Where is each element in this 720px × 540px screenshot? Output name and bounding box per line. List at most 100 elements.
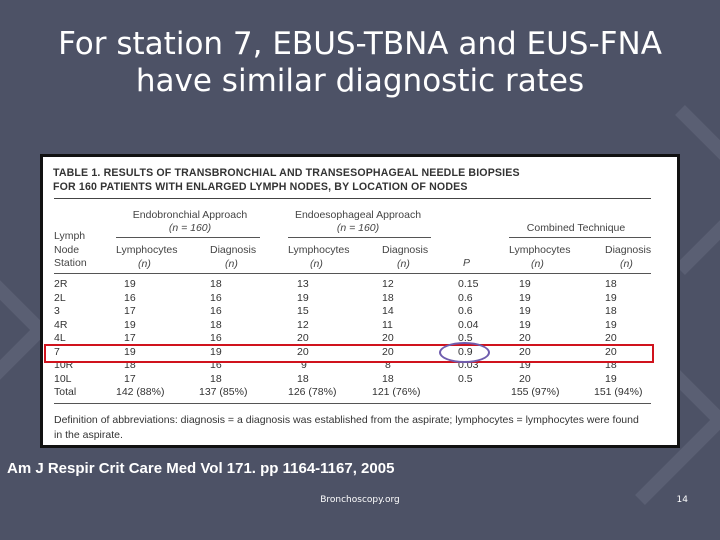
table-footnote-line-2: in the aspirate. bbox=[54, 429, 123, 441]
group-endobronchial-title: Endobronchial Approach bbox=[132, 209, 248, 221]
cell-eb-lymphocytes: 19 bbox=[124, 345, 136, 358]
background-chevron bbox=[0, 280, 50, 380]
cell-eb-diagnosis: 137 (85%) bbox=[199, 386, 248, 398]
header-ee-lymphocytes-label: Lymphocytes bbox=[288, 244, 350, 256]
cell-p-value: 0.5 bbox=[458, 372, 473, 385]
table-row: 2R 19 18 13 12 0.15 19 18 bbox=[43, 278, 677, 292]
header-ee-diagnosis: Diagnosis (n) bbox=[382, 244, 428, 271]
cell-ee-diagnosis: 14 bbox=[382, 305, 394, 317]
header-ee-lymphocytes: Lymphocytes (n) bbox=[288, 244, 349, 271]
cell-ee-diagnosis: 18 bbox=[382, 291, 394, 304]
header-eb-lymphocytes-n: (n) bbox=[138, 257, 151, 270]
slide-title: For station 7, EBUS-TBNA and EUS-FNA hav… bbox=[20, 26, 700, 100]
cell-eb-diagnosis: 18 bbox=[210, 372, 222, 385]
table-caption-line-1: TABLE 1. RESULTS OF TRANSBRONCHIAL AND T… bbox=[53, 167, 520, 179]
cell-ee-lymphocytes: 13 bbox=[297, 278, 309, 290]
cell-ct-lymphocytes: 20 bbox=[519, 372, 531, 385]
slide-title-line-1: For station 7, EBUS-TBNA and EUS-FNA bbox=[58, 26, 662, 62]
cell-station: 4L bbox=[54, 332, 66, 344]
table-caption-line-2: FOR 160 PATIENTS WITH ENLARGED LYMPH NOD… bbox=[53, 181, 468, 193]
cell-ee-lymphocytes: 20 bbox=[297, 332, 309, 344]
header-ee-diagnosis-n: (n) bbox=[397, 257, 410, 270]
background-chevron bbox=[675, 105, 720, 275]
cell-ct-diagnosis: 18 bbox=[605, 359, 617, 371]
cell-station: 2R bbox=[54, 278, 68, 290]
cell-ct-diagnosis: 19 bbox=[605, 318, 617, 331]
cell-ct-diagnosis: 151 (94%) bbox=[594, 386, 643, 398]
cell-eb-lymphocytes: 16 bbox=[124, 291, 136, 304]
p-value-highlight-oval bbox=[439, 342, 490, 363]
cell-station: 2L bbox=[54, 291, 66, 304]
header-ee-diagnosis-label: Diagnosis bbox=[382, 244, 429, 256]
cell-station: Total bbox=[54, 386, 77, 398]
slide-title-line-2: have similar diagnostic rates bbox=[135, 63, 585, 99]
table-row: 4L 17 16 20 20 0.5 20 20 bbox=[43, 332, 677, 346]
table-top-rule bbox=[54, 198, 651, 199]
results-table: TABLE 1. RESULTS OF TRANSBRONCHIAL AND T… bbox=[43, 157, 677, 445]
footer-source: Bronchoscopy.org bbox=[320, 495, 400, 505]
header-ct-lymphocytes-n: (n) bbox=[531, 257, 544, 270]
group-endoesophageal: Endoesophageal Approach (n = 160) bbox=[283, 209, 433, 235]
table-row: 2L 16 16 19 18 0.6 19 19 bbox=[43, 292, 677, 306]
page-number: 14 bbox=[676, 495, 688, 505]
header-ee-lymphocytes-n: (n) bbox=[310, 257, 323, 270]
station-7-highlight-box bbox=[44, 344, 654, 363]
cell-station: 4R bbox=[54, 318, 68, 331]
cell-ee-diagnosis: 20 bbox=[382, 345, 394, 358]
header-ct-lymphocytes: Lymphocytes (n) bbox=[509, 244, 570, 271]
cell-ct-lymphocytes: 19 bbox=[519, 291, 531, 304]
cell-eb-diagnosis: 16 bbox=[210, 359, 222, 371]
cell-ct-lymphocytes: 19 bbox=[519, 305, 531, 317]
cell-p-value: 0.04 bbox=[458, 318, 479, 331]
cell-eb-diagnosis: 16 bbox=[210, 305, 222, 317]
table-footnote: Definition of abbreviations: diagnosis =… bbox=[54, 413, 664, 443]
table-row: 4R 19 18 12 11 0.04 19 19 bbox=[43, 319, 677, 333]
header-eb-lymphocytes-label: Lymphocytes bbox=[116, 244, 178, 256]
cell-ct-diagnosis: 18 bbox=[605, 278, 617, 290]
cell-ee-lymphocytes: 18 bbox=[297, 372, 309, 385]
header-station-line-2: Node bbox=[54, 243, 80, 256]
cell-ct-lymphocytes: 155 (97%) bbox=[511, 386, 560, 398]
group-combined-title: Combined Technique bbox=[526, 222, 626, 234]
group-combined-rule bbox=[509, 237, 651, 238]
cell-p-value: 0.6 bbox=[458, 305, 473, 317]
cell-ee-lymphocytes: 12 bbox=[297, 318, 309, 331]
cell-eb-lymphocytes: 19 bbox=[124, 278, 136, 290]
group-endobronchial-n: (n = 160) bbox=[168, 222, 212, 234]
cell-ee-lymphocytes: 15 bbox=[297, 305, 309, 317]
group-endoesophageal-rule bbox=[288, 237, 431, 238]
cell-station: 3 bbox=[54, 305, 60, 317]
cell-eb-lymphocytes: 17 bbox=[124, 332, 136, 344]
cell-eb-diagnosis: 16 bbox=[210, 291, 222, 304]
cell-station: 7 bbox=[54, 345, 60, 358]
header-eb-lymphocytes: Lymphocytes (n) bbox=[116, 244, 177, 271]
cell-ct-diagnosis: 18 bbox=[605, 305, 617, 317]
cell-ct-lymphocytes: 19 bbox=[519, 318, 531, 331]
cell-eb-lymphocytes: 142 (88%) bbox=[116, 386, 165, 398]
cell-ct-diagnosis: 20 bbox=[605, 332, 617, 344]
cell-ct-diagnosis: 19 bbox=[605, 291, 617, 304]
group-endoesophageal-title: Endoesophageal Approach bbox=[294, 209, 422, 221]
cell-eb-lymphocytes: 17 bbox=[124, 305, 136, 317]
cell-ct-lymphocytes: 19 bbox=[519, 278, 531, 290]
header-ct-diagnosis-label: Diagnosis bbox=[605, 244, 652, 256]
cell-ct-diagnosis: 19 bbox=[605, 372, 617, 385]
cell-eb-diagnosis: 19 bbox=[210, 345, 222, 358]
cell-eb-diagnosis: 16 bbox=[210, 332, 222, 344]
header-eb-diagnosis-n: (n) bbox=[225, 257, 238, 270]
cell-ee-lymphocytes: 9 bbox=[301, 359, 307, 371]
table-row-total: Total 142 (88%) 137 (85%) 126 (78%) 121 … bbox=[43, 386, 677, 400]
results-table-image: TABLE 1. RESULTS OF TRANSBRONCHIAL AND T… bbox=[40, 154, 680, 448]
header-bottom-rule bbox=[54, 273, 651, 274]
citation: Am J Respir Crit Care Med Vol 171. pp 11… bbox=[7, 460, 395, 477]
header-eb-diagnosis: Diagnosis (n) bbox=[210, 244, 256, 271]
cell-ct-lymphocytes: 19 bbox=[519, 359, 531, 371]
header-p-label: P bbox=[463, 257, 471, 269]
group-endobronchial: Endobronchial Approach (n = 160) bbox=[115, 209, 265, 235]
cell-ee-diagnosis: 8 bbox=[385, 359, 391, 371]
cell-ee-lymphocytes: 20 bbox=[297, 345, 309, 358]
header-station: Lymph Node Station bbox=[54, 230, 87, 271]
group-endobronchial-rule bbox=[116, 237, 260, 238]
header-station-line-1: Lymph bbox=[54, 230, 86, 242]
group-combined: Combined Technique bbox=[509, 222, 643, 235]
